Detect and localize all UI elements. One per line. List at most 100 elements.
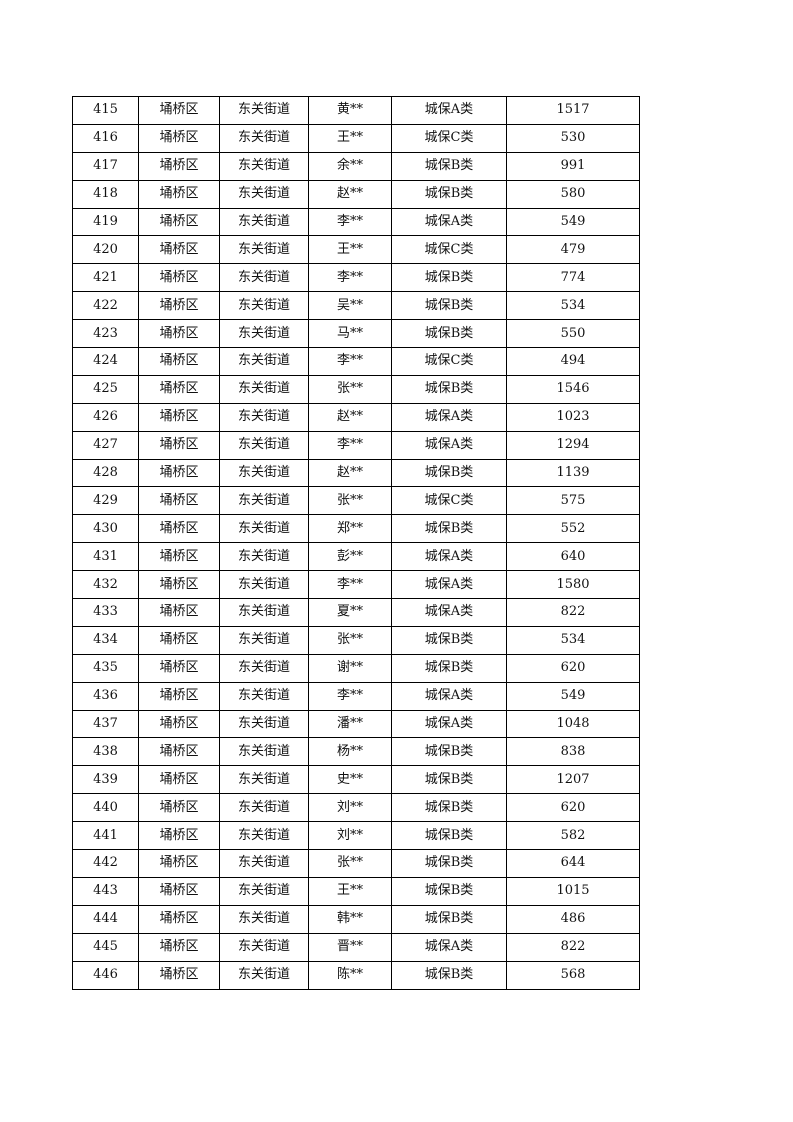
row-number-cell: 441 [72, 821, 139, 851]
insurance-category-cell: 城保B类 [391, 904, 507, 934]
street-cell: 东关街道 [219, 821, 309, 851]
name-cell: 王** [308, 235, 392, 265]
name-cell: 彭** [308, 542, 392, 572]
name-cell: 郑** [308, 514, 392, 544]
street-cell: 东关街道 [219, 793, 309, 823]
row-number-cell: 429 [72, 486, 139, 516]
table-row: 427 埇桥区 东关街道 李** 城保A类 1294 [72, 430, 640, 460]
insurance-category-cell: 城保A类 [391, 430, 507, 460]
name-cell: 王** [308, 123, 392, 153]
district-cell: 埇桥区 [138, 849, 220, 878]
row-number-cell: 442 [72, 849, 139, 878]
name-cell: 赵** [308, 458, 392, 488]
name-cell: 韩** [308, 904, 392, 934]
row-number-cell: 444 [72, 904, 139, 934]
street-cell: 东关街道 [219, 681, 309, 711]
name-cell: 赵** [308, 402, 392, 432]
district-cell: 埇桥区 [138, 625, 220, 655]
table-row: 431 埇桥区 东关街道 彭** 城保A类 640 [72, 542, 640, 572]
name-cell: 陈** [308, 960, 392, 990]
table-row: 440 埇桥区 东关街道 刘** 城保B类 620 [72, 793, 640, 823]
row-number-cell: 436 [72, 681, 139, 711]
name-cell: 刘** [308, 821, 392, 851]
table-row: 429 埇桥区 东关街道 张** 城保C类 575 [72, 486, 640, 516]
table-row: 418 埇桥区 东关街道 赵** 城保B类 580 [72, 179, 640, 209]
amount-cell: 534 [506, 291, 640, 321]
insurance-category-cell: 城保A类 [391, 681, 507, 711]
table-row: 425 埇桥区 东关街道 张** 城保B类 1546 [72, 374, 640, 404]
insurance-category-cell: 城保A类 [391, 598, 507, 627]
amount-cell: 582 [506, 821, 640, 851]
name-cell: 潘** [308, 709, 392, 739]
insurance-category-cell: 城保A类 [391, 709, 507, 739]
insurance-category-cell: 城保C类 [391, 235, 507, 265]
insurance-category-cell: 城保B类 [391, 737, 507, 767]
name-cell: 夏** [308, 598, 392, 627]
street-cell: 东关街道 [219, 514, 309, 544]
amount-cell: 575 [506, 486, 640, 516]
amount-cell: 620 [506, 793, 640, 823]
district-cell: 埇桥区 [138, 402, 220, 432]
district-cell: 埇桥区 [138, 765, 220, 795]
row-number-cell: 431 [72, 542, 139, 572]
district-cell: 埇桥区 [138, 458, 220, 488]
row-number-cell: 440 [72, 793, 139, 823]
table-row: 434 埇桥区 东关街道 张** 城保B类 534 [72, 625, 640, 655]
name-cell: 晋** [308, 932, 392, 962]
table-row: 437 埇桥区 东关街道 潘** 城保A类 1048 [72, 709, 640, 739]
name-cell: 赵** [308, 179, 392, 209]
street-cell: 东关街道 [219, 96, 309, 125]
insurance-category-cell: 城保B类 [391, 319, 507, 349]
name-cell: 张** [308, 849, 392, 878]
district-cell: 埇桥区 [138, 876, 220, 906]
amount-cell: 1517 [506, 96, 640, 125]
name-cell: 李** [308, 347, 392, 376]
amount-cell: 568 [506, 960, 640, 990]
amount-cell: 774 [506, 263, 640, 293]
table-row: 445 埇桥区 东关街道 晋** 城保A类 822 [72, 932, 640, 962]
district-cell: 埇桥区 [138, 235, 220, 265]
table-row: 420 埇桥区 东关街道 王** 城保C类 479 [72, 235, 640, 265]
row-number-cell: 417 [72, 151, 139, 181]
insurance-category-cell: 城保B类 [391, 291, 507, 321]
name-cell: 黄** [308, 96, 392, 125]
row-number-cell: 422 [72, 291, 139, 321]
district-cell: 埇桥区 [138, 653, 220, 683]
district-cell: 埇桥区 [138, 291, 220, 321]
street-cell: 东关街道 [219, 932, 309, 962]
insurance-category-cell: 城保B类 [391, 849, 507, 878]
amount-cell: 838 [506, 737, 640, 767]
table-row: 441 埇桥区 东关街道 刘** 城保B类 582 [72, 821, 640, 851]
insurance-category-cell: 城保B类 [391, 374, 507, 404]
district-cell: 埇桥区 [138, 542, 220, 572]
street-cell: 东关街道 [219, 207, 309, 237]
row-number-cell: 418 [72, 179, 139, 209]
district-cell: 埇桥区 [138, 374, 220, 404]
amount-cell: 486 [506, 904, 640, 934]
district-cell: 埇桥区 [138, 263, 220, 293]
insurance-category-cell: 城保A类 [391, 402, 507, 432]
district-cell: 埇桥区 [138, 430, 220, 460]
street-cell: 东关街道 [219, 849, 309, 878]
insurance-category-cell: 城保A类 [391, 932, 507, 962]
district-cell: 埇桥区 [138, 904, 220, 934]
table-row: 439 埇桥区 东关街道 史** 城保B类 1207 [72, 765, 640, 795]
row-number-cell: 430 [72, 514, 139, 544]
row-number-cell: 426 [72, 402, 139, 432]
name-cell: 刘** [308, 793, 392, 823]
table-row: 430 埇桥区 东关街道 郑** 城保B类 552 [72, 514, 640, 544]
district-cell: 埇桥区 [138, 598, 220, 627]
insurance-category-cell: 城保B类 [391, 263, 507, 293]
table-row: 436 埇桥区 东关街道 李** 城保A类 549 [72, 681, 640, 711]
amount-cell: 549 [506, 681, 640, 711]
district-cell: 埇桥区 [138, 737, 220, 767]
street-cell: 东关街道 [219, 402, 309, 432]
street-cell: 东关街道 [219, 765, 309, 795]
row-number-cell: 435 [72, 653, 139, 683]
row-number-cell: 425 [72, 374, 139, 404]
table-row: 443 埇桥区 东关街道 王** 城保B类 1015 [72, 876, 640, 906]
amount-cell: 1015 [506, 876, 640, 906]
row-number-cell: 445 [72, 932, 139, 962]
table-row: 417 埇桥区 东关街道 余** 城保B类 991 [72, 151, 640, 181]
district-cell: 埇桥区 [138, 96, 220, 125]
